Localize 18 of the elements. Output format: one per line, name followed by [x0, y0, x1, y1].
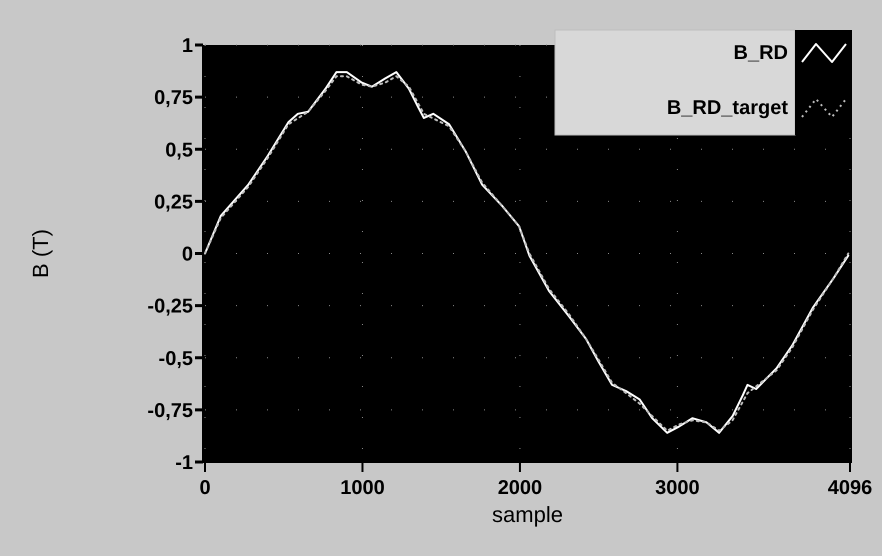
y-tick-label: 0,25 — [154, 191, 193, 214]
y-tick-label: -0,5 — [158, 348, 193, 370]
y-tick-label: -1 — [175, 452, 193, 474]
y-tick-label: 0 — [182, 244, 193, 266]
x-tick-label: 1000 — [340, 477, 385, 499]
x-tick-label: 3000 — [655, 477, 700, 499]
y-tick-label: 0,75 — [154, 87, 193, 110]
x-tick-label: 2000 — [498, 477, 542, 499]
x-tick-label: 4096 — [828, 477, 872, 499]
x-tick-label: 0 — [199, 477, 211, 499]
y-axis-title: B (T) — [28, 229, 53, 278]
x-axis-title: sample — [492, 502, 563, 527]
y-tick-label: 0,5 — [165, 139, 193, 162]
legend-label: B_RD_target — [666, 97, 788, 119]
legend-label: B_RD — [734, 42, 788, 64]
y-tick-label: -0,25 — [147, 296, 193, 318]
y-tick-label: -0,75 — [147, 400, 193, 422]
y-tick-label: 1 — [182, 35, 193, 57]
